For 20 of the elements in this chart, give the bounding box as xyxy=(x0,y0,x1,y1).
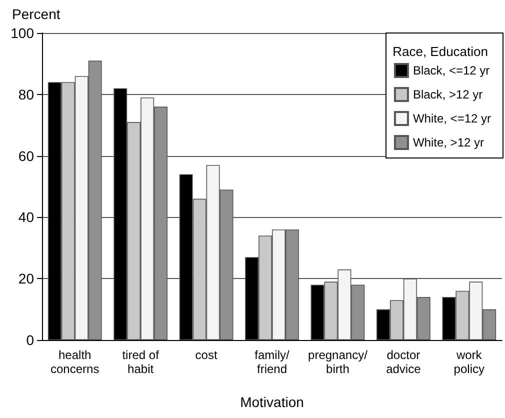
y-tick-label: 100 xyxy=(10,25,34,41)
legend-label: Black, >12 yr xyxy=(412,88,483,102)
legend-title: Race, Education xyxy=(392,44,488,59)
x-tick-label: doctor advice xyxy=(386,348,422,376)
legend-label: White, <=12 yr xyxy=(412,112,492,126)
x-tick-label: cost xyxy=(195,348,218,362)
x-axis-title: Motivation xyxy=(240,394,304,410)
x-tick-label: health concerns xyxy=(50,348,100,376)
y-tick-label: 20 xyxy=(18,270,34,287)
y-tick-label: 60 xyxy=(18,148,34,164)
x-tick-label: pregnancy/ birth xyxy=(308,348,368,376)
y-tick-label: 0 xyxy=(26,332,34,348)
legend-label: Black, <=12 yr xyxy=(412,64,490,78)
y-axis-title: Percent xyxy=(12,6,60,22)
y-tick-label: 80 xyxy=(18,86,34,102)
x-tick-label: work policy xyxy=(454,348,484,376)
legend-label: White, >12 yr xyxy=(412,136,484,150)
x-tick-label: family/ friend xyxy=(254,348,290,376)
y-tick-label: 40 xyxy=(18,209,34,226)
x-tick-label: tired of habit xyxy=(122,348,160,376)
